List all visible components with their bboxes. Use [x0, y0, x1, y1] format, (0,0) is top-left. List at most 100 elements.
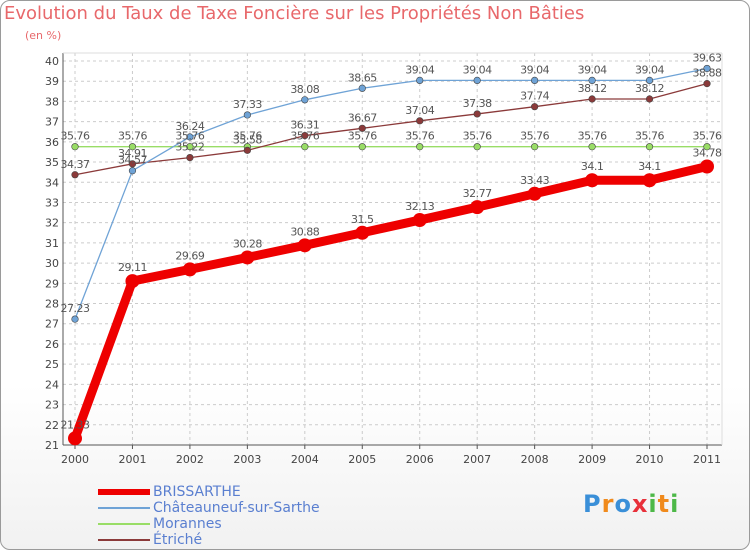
chart-title: Evolution du Taux de Taxe Foncière sur l…: [4, 3, 585, 24]
data-label-brissarthe: 21.33: [61, 418, 90, 431]
y-tick-label: 21: [45, 439, 59, 452]
data-label-chateauneuf: 39.04: [578, 63, 607, 76]
data-point-morannes: [473, 143, 481, 151]
data-label-chateauneuf: 34.57: [118, 154, 147, 167]
data-point-brissarthe: [125, 274, 140, 289]
data-label-chateauneuf: 39.04: [463, 63, 492, 76]
legend-swatch-morannes: [98, 523, 150, 525]
data-label-brissarthe: 34.1: [581, 160, 604, 173]
x-tick-label: 2004: [291, 453, 319, 466]
y-tick-label: 36: [45, 136, 59, 149]
data-label-morannes: 35.76: [348, 130, 377, 143]
x-tick-label: 2008: [521, 453, 549, 466]
legend-label-chateauneuf: Châteauneuf-sur-Sarthe: [153, 500, 320, 516]
data-point-morannes: [186, 143, 194, 151]
data-label-chateauneuf: 39.04: [405, 63, 434, 76]
data-point-brissarthe: [470, 200, 485, 215]
data-label-etriche: 35.22: [175, 141, 204, 154]
data-point-brissarthe: [527, 186, 542, 201]
data-label-etriche: 34.91: [118, 147, 147, 160]
logo-letter: i: [648, 490, 658, 518]
x-tick-label: 2001: [118, 453, 146, 466]
y-tick-label: 39: [45, 75, 59, 88]
data-point-morannes: [416, 143, 424, 151]
y-tick-label: 27: [45, 318, 59, 331]
data-label-morannes: 35.76: [405, 130, 434, 143]
y-tick-label: 26: [45, 338, 59, 351]
data-label-chateauneuf: 39.63: [693, 51, 722, 64]
data-point-etriche: [301, 131, 309, 140]
data-label-etriche: 35.58: [233, 133, 262, 146]
data-point-etriche: [473, 110, 481, 118]
series-line-brissarthe: [70, 162, 709, 440]
series-line-etriche: [74, 83, 708, 176]
data-point-etriche: [703, 80, 711, 88]
data-point-chateauneuf: [473, 76, 481, 85]
data-point-brissarthe: [355, 225, 370, 240]
data-label-etriche: 36.31: [290, 119, 319, 132]
y-tick-label: 40: [45, 55, 59, 68]
legend-label-brissarthe: BRISSARTHE: [153, 484, 241, 500]
logo-letter: r: [601, 490, 615, 518]
data-point-brissarthe: [240, 250, 255, 265]
legend-label-etriche: Étriché: [153, 532, 203, 548]
data-label-chateauneuf: 39.04: [635, 63, 664, 76]
logo-letter: x: [631, 490, 649, 518]
data-label-brissarthe: 30.28: [233, 237, 262, 250]
data-label-brissarthe: 31.5: [351, 213, 374, 226]
y-tick-label: 22: [45, 419, 59, 432]
y-tick-label: 31: [45, 237, 59, 250]
data-label-morannes: 35.76: [233, 130, 262, 143]
data-point-chateauneuf: [243, 111, 251, 119]
data-label-chateauneuf: 27.23: [61, 302, 90, 315]
data-point-chateauneuf: [588, 76, 596, 85]
data-label-brissarthe: 29.69: [175, 249, 204, 262]
y-tick-label: 38: [45, 95, 59, 108]
data-point-morannes: [531, 143, 539, 151]
y-tick-label: 32: [45, 217, 59, 230]
data-label-brissarthe: 34.78: [693, 146, 722, 159]
x-tick-label: 2005: [348, 453, 376, 466]
data-point-brissarthe: [642, 173, 657, 188]
data-point-morannes: [703, 143, 711, 151]
data-label-etriche: 37.38: [463, 97, 492, 110]
logo-letter: o: [614, 490, 632, 518]
x-tick-label: 2002: [176, 453, 204, 466]
data-label-etriche: 36.67: [348, 111, 377, 124]
data-label-morannes: 35.76: [635, 130, 664, 143]
data-label-morannes: 35.76: [118, 130, 147, 143]
data-label-morannes: 35.76: [175, 130, 204, 143]
logo-letter: t: [657, 490, 671, 518]
y-tick-label: 24: [45, 378, 59, 391]
data-point-etriche: [531, 103, 539, 111]
data-label-etriche: 37.74: [520, 90, 549, 103]
data-point-morannes: [358, 143, 366, 151]
data-point-chateauneuf: [128, 167, 137, 175]
data-point-chateauneuf: [531, 76, 539, 85]
series-line-chateauneuf: [74, 67, 708, 320]
data-point-chateauneuf: [301, 96, 309, 104]
legend-swatch-etriche: [98, 539, 150, 541]
data-point-etriche: [645, 95, 654, 103]
x-tick-label: 2009: [578, 453, 606, 466]
data-point-chateauneuf: [703, 64, 711, 73]
data-label-chateauneuf: 37.33: [233, 98, 262, 111]
data-label-morannes: 35.76: [520, 130, 549, 143]
data-label-chateauneuf: 36.24: [175, 120, 204, 133]
data-point-chateauneuf: [645, 76, 654, 85]
data-label-etriche: 38.88: [693, 67, 722, 80]
data-point-brissarthe: [68, 431, 82, 446]
logo-letter: P: [583, 490, 602, 518]
data-point-morannes: [588, 143, 596, 151]
data-label-etriche: 38.12: [635, 82, 664, 95]
data-label-brissarthe: 29.11: [118, 261, 147, 274]
data-point-brissarthe: [585, 173, 600, 188]
data-point-morannes: [128, 143, 137, 151]
data-point-etriche: [71, 171, 79, 179]
chart-subtitle: (en %): [25, 29, 62, 42]
y-tick-label: 37: [45, 116, 59, 129]
data-label-brissarthe: 34.1: [638, 160, 661, 173]
data-point-morannes: [301, 143, 309, 151]
